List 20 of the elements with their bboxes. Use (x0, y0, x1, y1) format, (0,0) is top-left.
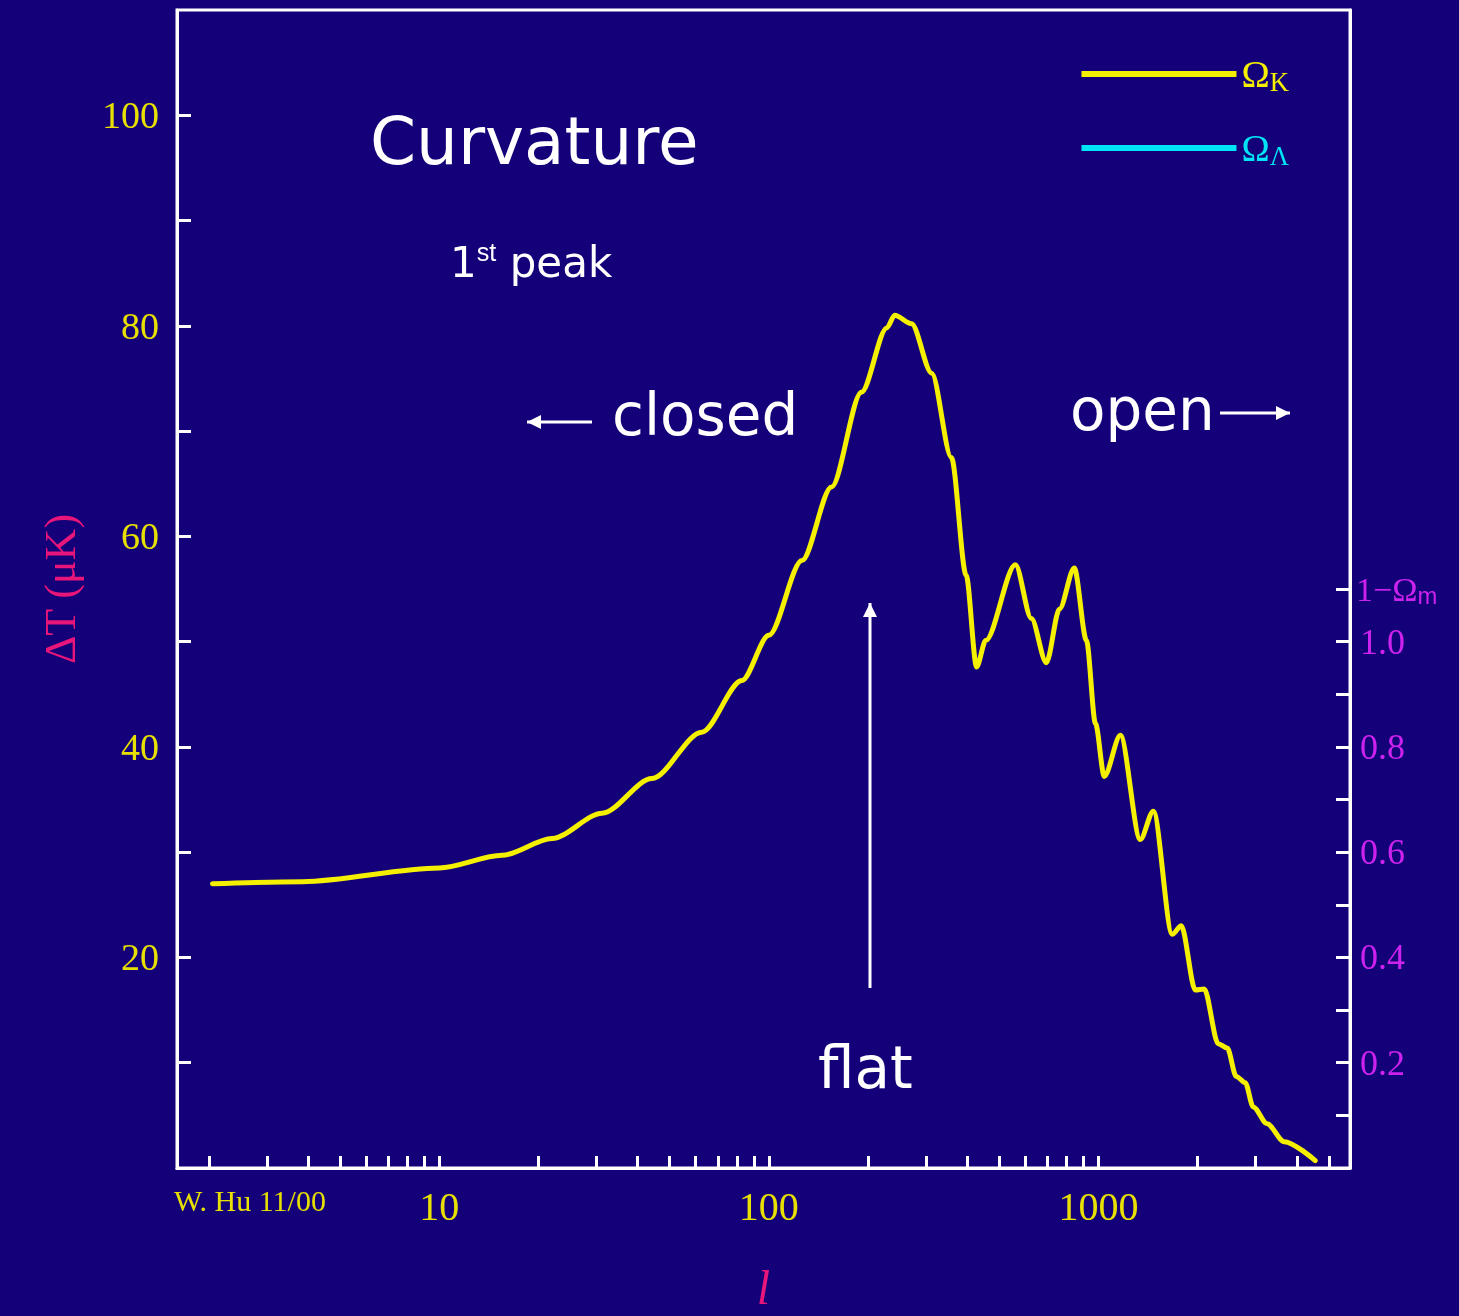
y-tick-label: 100 (102, 94, 159, 137)
text: W. Hu 11/00 (174, 1183, 326, 1217)
y-axis-title: ΔT (μK) (35, 513, 85, 665)
y-tick-label: 40 (121, 725, 159, 768)
y-tick-label: 80 (121, 304, 159, 347)
y-tick-label: 60 (121, 515, 159, 558)
y2-tick-label: 0.2 (1360, 1042, 1405, 1083)
annotation: closed (612, 381, 799, 449)
text: Curvature (370, 102, 699, 180)
x-tick-label: 1000 (1058, 1183, 1139, 1229)
y2-tick-label: 0.6 (1360, 832, 1405, 873)
y2-tick-label: 0.8 (1360, 726, 1405, 767)
annotation: flat (818, 1034, 913, 1102)
x-axis-title: l (756, 1260, 771, 1314)
y-tick-label: 20 (121, 936, 159, 979)
annotation: open (1070, 376, 1215, 444)
y2-tick-label: 0.4 (1360, 937, 1405, 978)
x-tick-label: 10 (419, 1183, 460, 1229)
y2-tick-label: 1.0 (1360, 621, 1405, 662)
x-tick-label: 100 (738, 1183, 799, 1229)
